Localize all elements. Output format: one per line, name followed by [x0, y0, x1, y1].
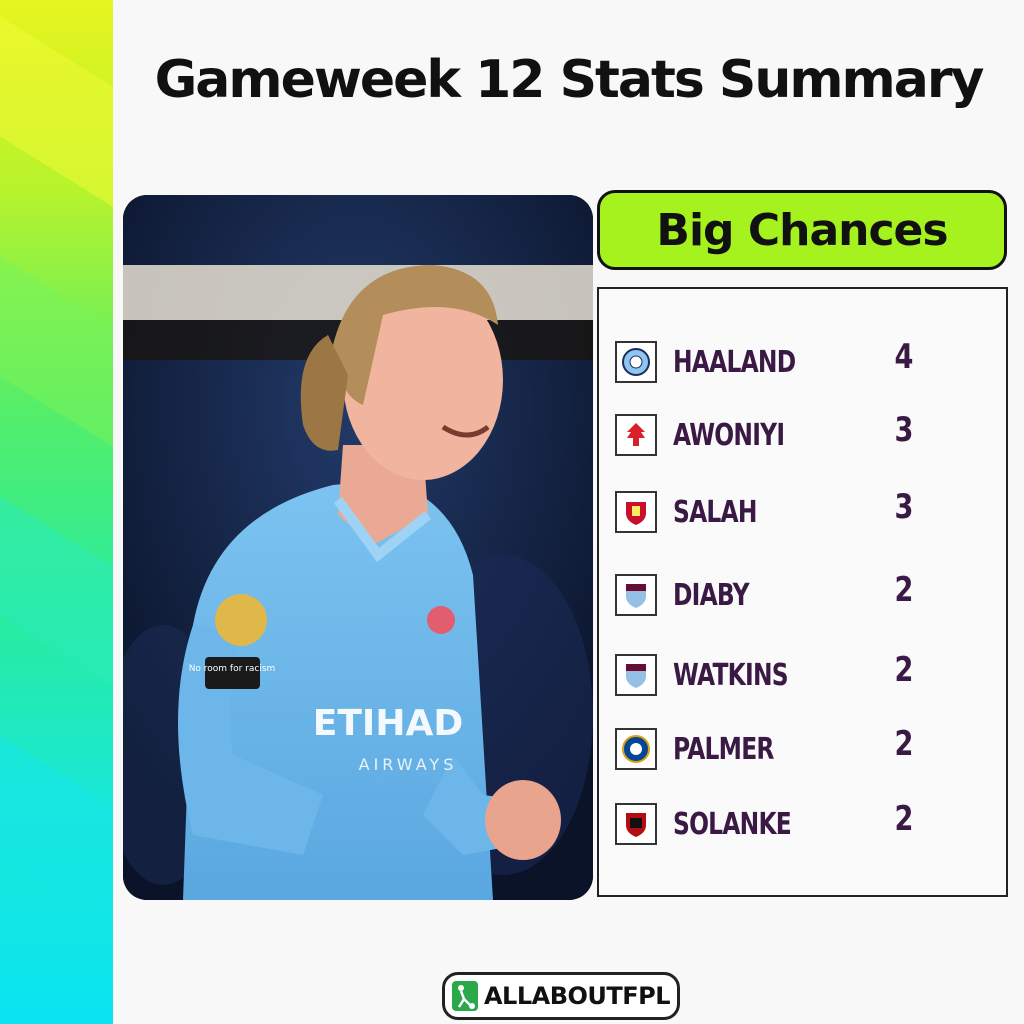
table-row: SALAH 3: [615, 487, 995, 537]
table-row: SOLANKE 2: [615, 799, 995, 849]
bournemouth-crest-icon: [615, 803, 657, 845]
sleeve-patch-text: No room for racism: [189, 664, 276, 674]
shirt-sponsor: ETIHAD: [313, 703, 463, 744]
liverpool-crest-icon: [615, 491, 657, 533]
player-photo: No room for racism ETIHAD AIRWAYS: [123, 195, 593, 900]
page-title: Gameweek 12 Stats Summary: [154, 50, 985, 110]
player-name: SALAH: [673, 495, 757, 530]
nottingham-forest-crest-icon: [615, 414, 657, 456]
aston-villa-crest-icon: [615, 654, 657, 696]
player-name: HAALAND: [673, 345, 796, 380]
player-value: 3: [894, 410, 914, 450]
player-name: SOLANKE: [673, 807, 792, 842]
player-value: 2: [894, 570, 914, 610]
player-name: PALMER: [673, 732, 774, 767]
player-name: DIABY: [673, 578, 750, 613]
player-value: 4: [894, 337, 914, 377]
player-value: 2: [894, 650, 914, 690]
table-row: HAALAND 4: [615, 337, 995, 387]
player-name: WATKINS: [673, 658, 789, 693]
category-badge: Big Chances: [597, 190, 1007, 270]
table-row: AWONIYI 3: [615, 410, 995, 460]
aston-villa-crest-icon: [615, 574, 657, 616]
player-value: 3: [894, 487, 914, 527]
table-row: PALMER 2: [615, 724, 995, 774]
table-row: DIABY 2: [615, 570, 995, 620]
brand-name: ALLABOUTFPL: [483, 982, 671, 1010]
stats-table: HAALAND 4 AWONIYI 3 SALAH 3 DIABY 2 WATK…: [597, 287, 1008, 897]
shirt-sponsor-sub: AIRWAYS: [359, 755, 458, 774]
player-value: 2: [894, 724, 914, 764]
gradient-stripe: [0, 0, 113, 1024]
man-city-crest-icon: [615, 341, 657, 383]
brand-logo: ALLABOUTFPL: [442, 972, 680, 1020]
table-row: WATKINS 2: [615, 650, 995, 700]
chelsea-crest-icon: [615, 728, 657, 770]
category-label: Big Chances: [656, 204, 948, 256]
player-value: 2: [894, 799, 914, 839]
football-player-icon: [451, 981, 478, 1011]
player-name: AWONIYI: [673, 418, 785, 453]
